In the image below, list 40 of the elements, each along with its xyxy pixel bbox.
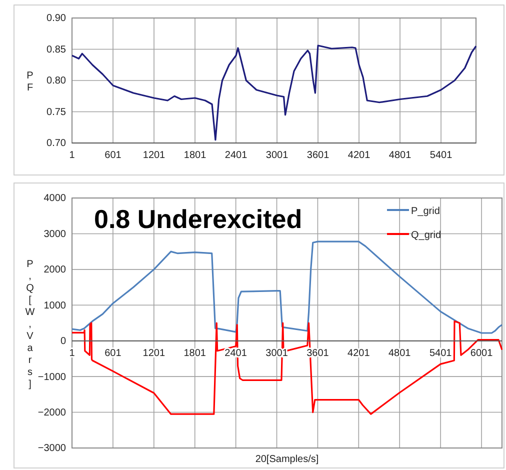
y-tick-label: −2000 bbox=[38, 407, 66, 418]
x-tick-label: 2401 bbox=[224, 150, 248, 162]
x-tick-label: 1 bbox=[69, 348, 76, 359]
x-tick-label: 1801 bbox=[184, 150, 207, 162]
x-axis-title: 20[Samples/s] bbox=[255, 454, 319, 465]
x-tick-label: 3601 bbox=[306, 150, 330, 162]
y-tick-label: 0.70 bbox=[46, 138, 66, 150]
x-tick-label: 5401 bbox=[430, 150, 453, 162]
y-tick-label: −3000 bbox=[38, 443, 66, 454]
legend-label: Q_grid bbox=[411, 230, 442, 241]
x-tick-label: 4201 bbox=[348, 150, 371, 162]
x-tick-label: 601 bbox=[104, 150, 122, 162]
y-tick-label: 2000 bbox=[44, 264, 66, 276]
y-tick-label: 0.80 bbox=[46, 76, 66, 87]
x-tick-label: 4201 bbox=[348, 348, 370, 359]
x-tick-label: 4801 bbox=[388, 150, 412, 162]
y-tick-label: 1000 bbox=[44, 300, 66, 312]
y-axis-title: PF bbox=[26, 70, 34, 94]
y-tick-label: 0 bbox=[60, 336, 66, 348]
text: P,Q[W,Vars] bbox=[25, 259, 35, 390]
x-tick-label: 1801 bbox=[184, 348, 206, 359]
y-tick-label: 3000 bbox=[44, 228, 66, 240]
x-tick-label: 1201 bbox=[142, 150, 166, 162]
y-tick-label: −1000 bbox=[38, 372, 66, 383]
line-series bbox=[71, 44, 477, 141]
x-tick-label: 1 bbox=[69, 150, 76, 162]
line-series bbox=[71, 320, 503, 415]
y-tick-label: 0.75 bbox=[46, 106, 66, 118]
line-series bbox=[71, 240, 503, 334]
y-tick-label: 4000 bbox=[44, 193, 66, 204]
x-tick-label: 5401 bbox=[429, 348, 452, 359]
y-tick-label: 0.85 bbox=[46, 44, 66, 56]
x-tick-label: 4801 bbox=[388, 348, 412, 359]
x-tick-label: 601 bbox=[104, 348, 122, 359]
y-tick-label: 0.90 bbox=[46, 13, 66, 24]
legend-label: P_grid bbox=[411, 206, 440, 217]
x-tick-label: 3001 bbox=[266, 150, 289, 162]
x-tick-label: 1201 bbox=[142, 348, 166, 359]
annotation: 0.8 Underexcited bbox=[94, 204, 302, 234]
x-tick-label: 6001 bbox=[470, 348, 494, 359]
